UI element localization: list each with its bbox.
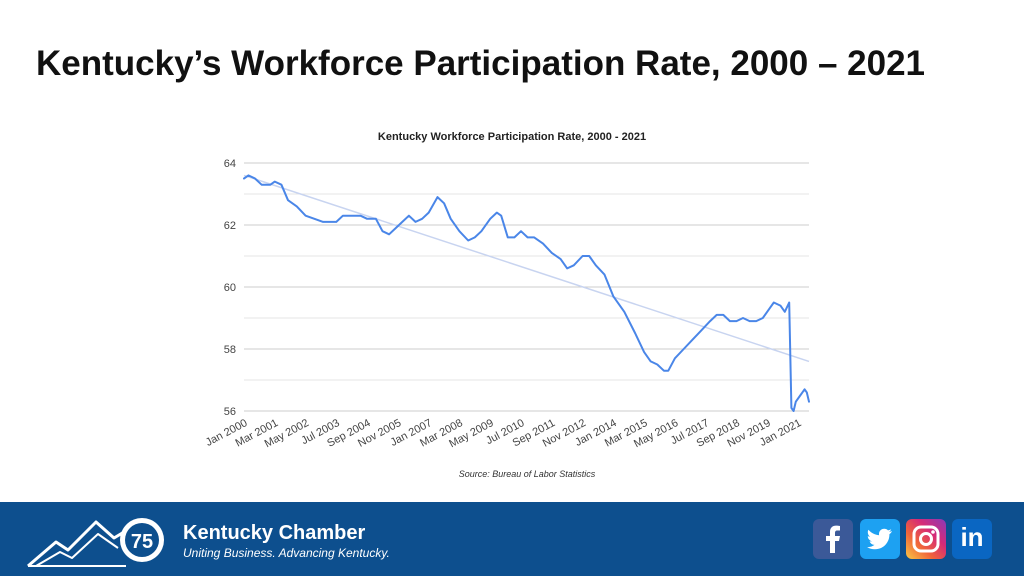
org-name: Kentucky Chamber (183, 522, 366, 544)
series-line (243, 174, 810, 412)
y-tick-label: 62 (224, 220, 236, 232)
grid (244, 162, 809, 412)
slide-title: Kentucky’s Workforce Participation Rate,… (36, 44, 925, 83)
source-note: Source: Bureau of Labor Statistics (459, 469, 596, 479)
instagram-icon[interactable] (906, 519, 946, 559)
trendline (243, 174, 810, 363)
twitter-icon[interactable] (860, 519, 900, 559)
series-layer (243, 174, 810, 412)
line-chart: Kentucky Workforce Participation Rate, 2… (204, 131, 810, 479)
chart-title: Kentucky Workforce Participation Rate, 2… (378, 131, 646, 143)
kentucky-chamber-logo[interactable]: 75 (26, 512, 176, 573)
y-tick-label: 58 (224, 344, 236, 356)
y-tick-label: 64 (224, 158, 236, 170)
org-tagline: Uniting Business. Advancing Kentucky. (183, 546, 390, 560)
facebook-icon[interactable] (813, 519, 853, 559)
y-tick-label: 60 (224, 282, 236, 294)
y-tick-label: 56 (224, 406, 236, 418)
y-axis: 56 58 60 62 64 (224, 158, 236, 418)
linkedin-icon[interactable]: in (952, 519, 992, 559)
logo-number: 75 (131, 531, 153, 553)
linkedin-glyph: in (960, 522, 984, 552)
footer-bar: 75 Kentucky Chamber Uniting Business. Ad… (0, 502, 1024, 576)
